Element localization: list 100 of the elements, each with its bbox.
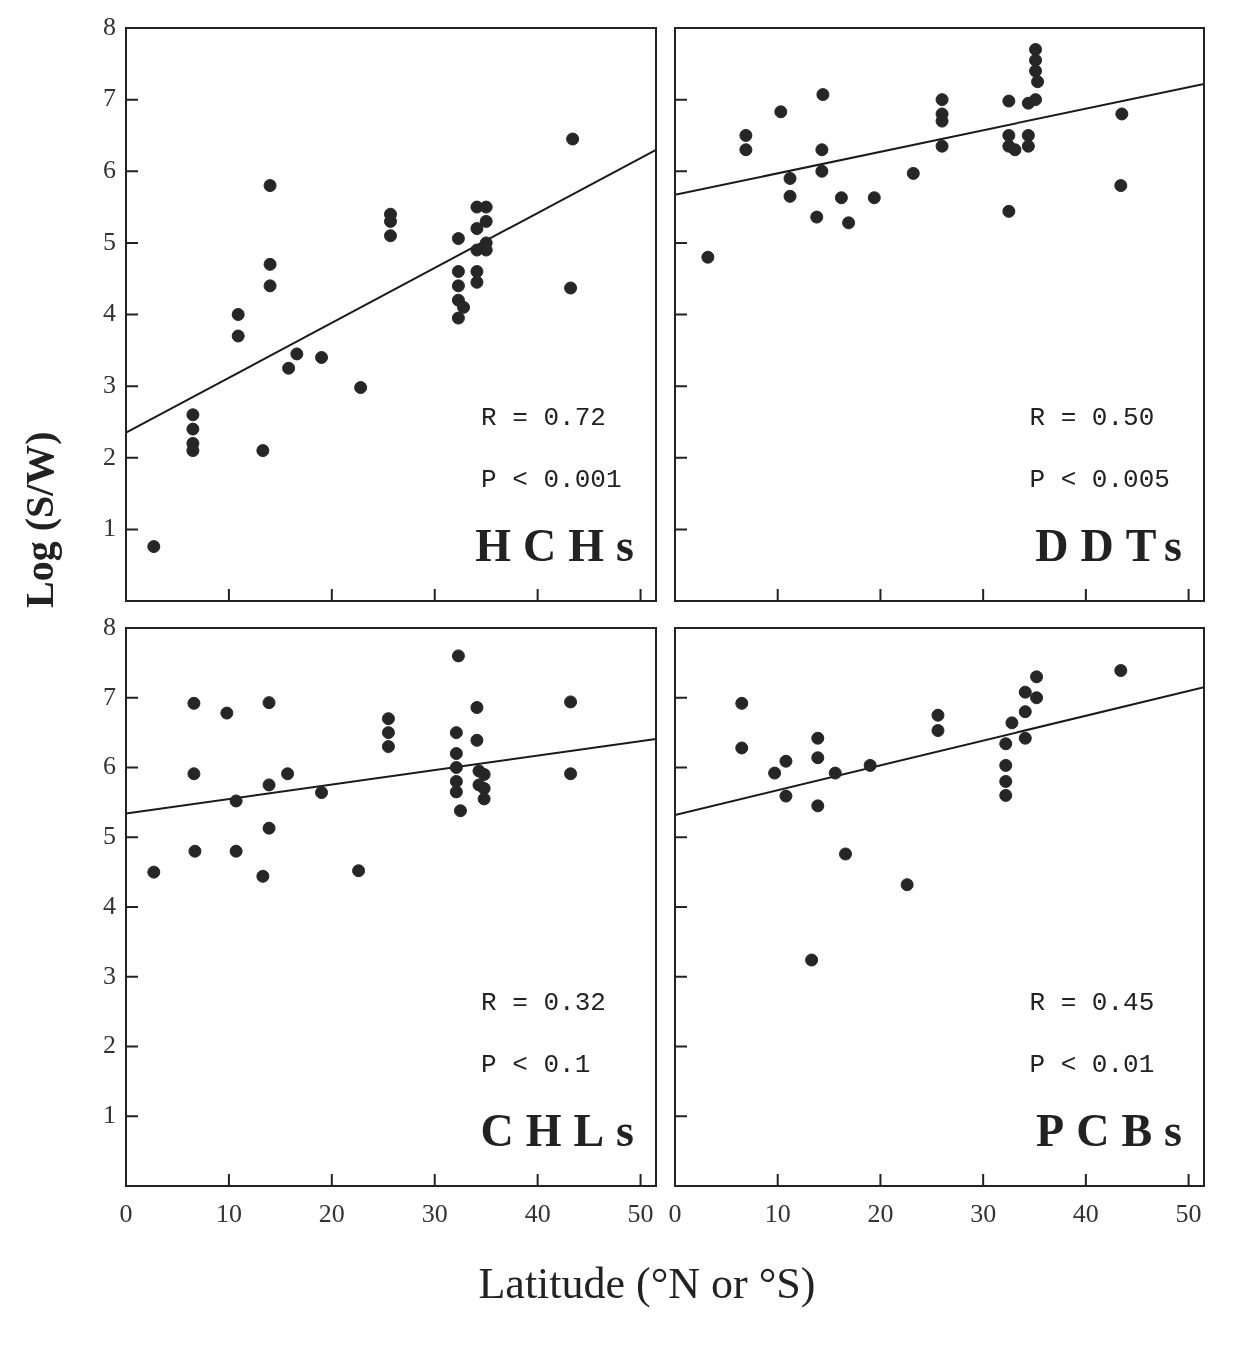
annotation: R = 0.32 [481,988,606,1018]
point [263,179,277,193]
x-tick-label: 20 [318,1199,345,1229]
point [1029,42,1043,56]
point [470,265,484,279]
point [282,361,296,375]
point [449,761,463,774]
point [470,275,484,289]
point [783,171,797,185]
y-tick-label: 6 [103,751,116,781]
point [564,695,578,709]
point [566,132,580,146]
point [262,696,276,710]
point [262,778,276,792]
point [1114,179,1128,193]
point [779,754,793,768]
point [354,381,368,395]
x-tick-label: 0 [668,1199,682,1229]
y-tick-label: 7 [103,83,116,113]
y-tick-label: 1 [103,513,116,543]
x-tick-label: 20 [867,1199,894,1229]
annotation: R = 0.72 [481,403,606,433]
y-tick-label: 7 [103,681,116,711]
point [1005,716,1019,730]
point [381,726,395,740]
point [774,105,788,119]
point [281,767,295,781]
point [931,724,945,738]
y-tick-label: 2 [103,441,116,471]
point [735,741,749,755]
point [451,311,465,325]
annotation: P < 0.005 [1029,465,1170,495]
point [263,257,277,271]
point [451,232,465,246]
y-tick-label: 4 [103,890,116,920]
text: DDTs [1035,520,1194,571]
point [470,733,484,747]
point [739,128,753,142]
point [477,767,491,781]
point [701,250,715,264]
point [479,200,493,214]
point [815,164,829,178]
point [783,189,797,203]
point [470,222,484,236]
point [805,953,819,967]
point [186,444,200,458]
point [315,786,329,800]
point [1018,685,1032,699]
point [147,865,161,879]
annotation: P < 0.001 [481,465,622,495]
text: CHLs [480,1105,646,1156]
point [863,758,877,772]
annotation: P < 0.1 [481,1050,591,1080]
x-tick-label: 40 [1072,1199,1099,1229]
point [999,774,1013,788]
point [1030,670,1044,684]
point [262,821,276,835]
point [381,712,395,726]
point [828,766,842,780]
point [381,740,395,754]
x-tick-label: 50 [627,1199,654,1229]
x-tick-label: 40 [524,1199,551,1229]
point [815,143,829,157]
annotation: R = 0.45 [1029,988,1155,1018]
point [867,191,881,205]
point [470,701,484,715]
point [449,726,463,740]
point [451,279,465,293]
point [229,844,243,858]
y-tick-label: 8 [103,11,116,41]
point [999,788,1013,802]
point [383,229,397,243]
point [564,281,578,295]
y-tick-label: 6 [103,155,116,185]
x-tick-label: 30 [421,1199,448,1229]
point [451,649,465,663]
y-tick-label: 8 [103,611,116,641]
point [1018,731,1032,745]
point [477,792,491,806]
point [999,737,1013,751]
point [768,766,782,780]
point [1029,64,1043,78]
point [1002,94,1016,108]
y-tick-label: 3 [103,369,116,399]
point [220,706,234,720]
y-tick-label: 1 [103,1100,116,1130]
x-tick-label: 50 [1175,1199,1202,1229]
point [810,210,824,224]
point [256,869,270,883]
x-tick-label: 30 [970,1199,997,1229]
annotation: P < 0.01 [1029,1050,1155,1080]
point [231,329,245,343]
point [779,789,793,803]
point [1031,75,1045,89]
text: PCBs [1036,1105,1194,1156]
point [999,758,1013,772]
point [290,347,304,361]
point [451,265,465,279]
point [188,844,202,858]
y-tick-label: 3 [103,960,116,990]
